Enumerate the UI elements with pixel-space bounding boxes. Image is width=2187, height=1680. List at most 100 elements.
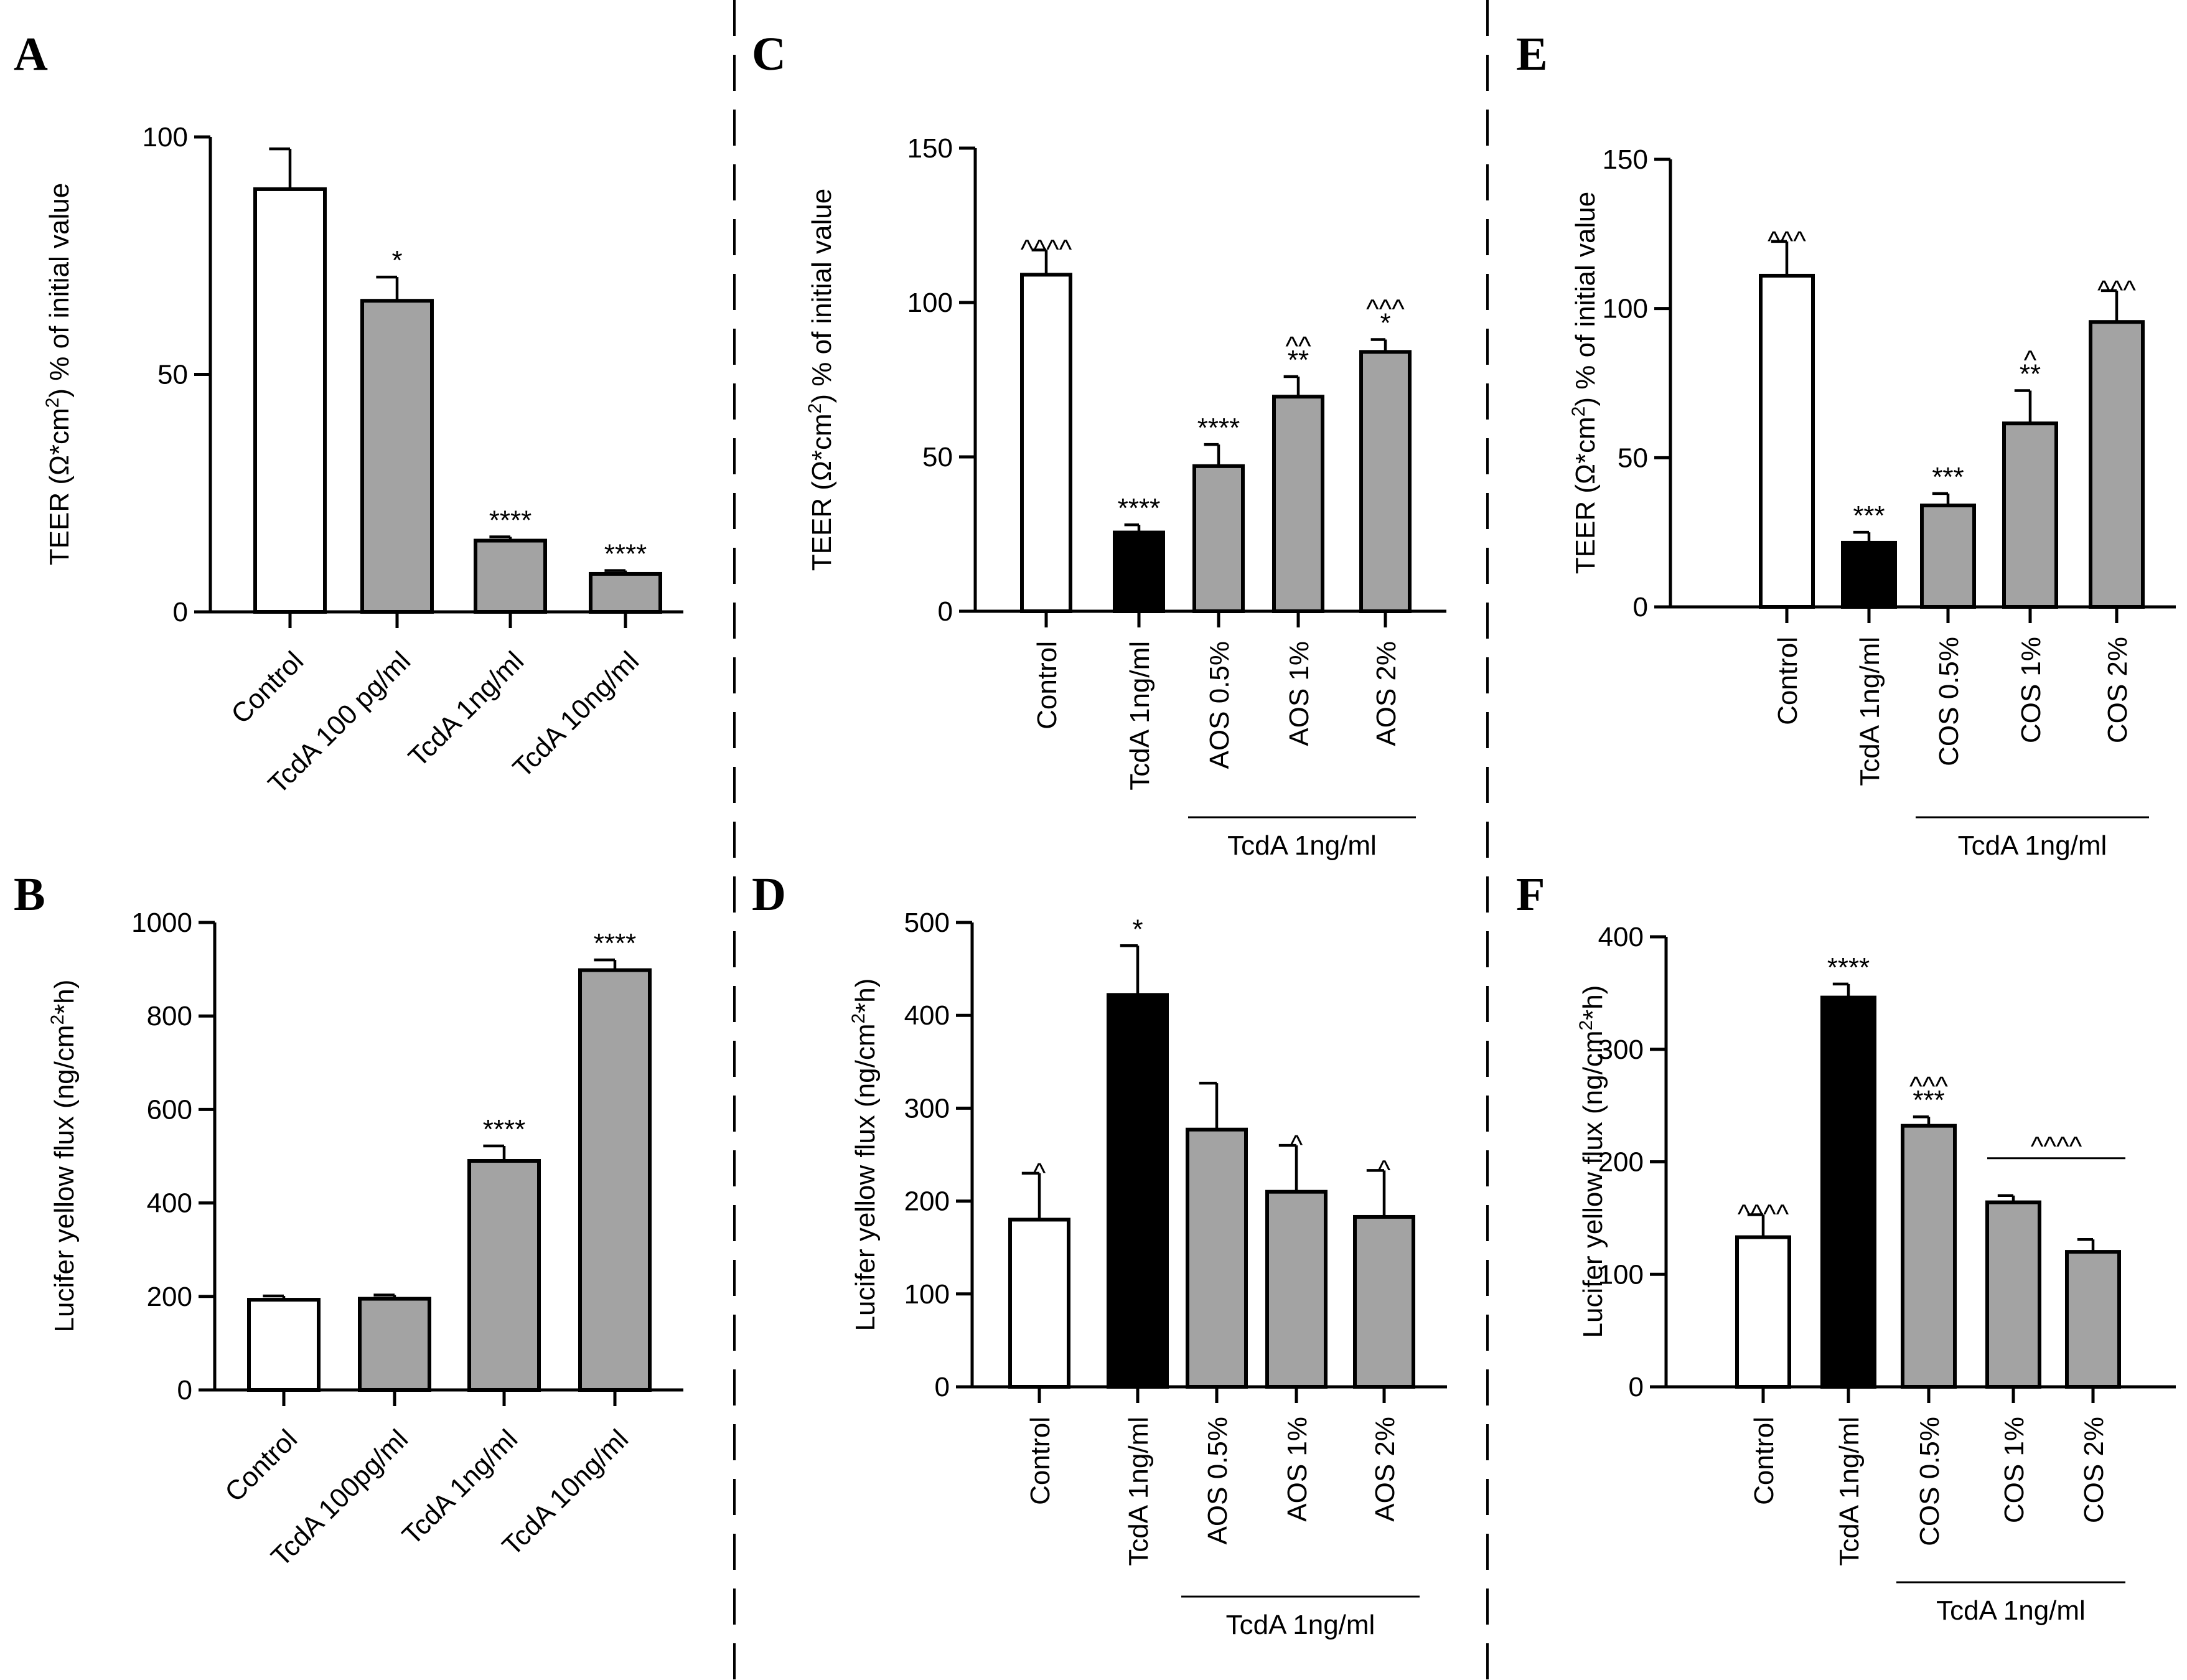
- y-axis-title-superscript: 2: [805, 403, 825, 414]
- y-tick-label: 400: [147, 1188, 192, 1219]
- significance-label: ^^^: [1909, 1071, 1948, 1102]
- y-tick-label: 0: [938, 596, 953, 627]
- significance-label: ^^^: [1366, 294, 1405, 325]
- bar: [1841, 540, 1897, 609]
- x-tick-label: AOS 1%: [1282, 1417, 1313, 1522]
- significance-label: ^^^^: [1021, 235, 1072, 265]
- x-tick-label: TcdA 1ng/ml: [1834, 1417, 1865, 1566]
- x-tick-label: TcdA 1ng/ml: [1125, 641, 1155, 791]
- significance-label: ****: [483, 1114, 526, 1145]
- significance-label: ^^^: [1768, 226, 1806, 256]
- bar: [1107, 993, 1169, 1389]
- y-axis-title-part: Lucifer yellow flux (ng/cm: [850, 1023, 881, 1331]
- x-tick-label: AOS 1%: [1284, 641, 1314, 746]
- bar: [1020, 273, 1072, 613]
- significance-label: ****: [1197, 413, 1240, 443]
- x-tick-label: AOS 2%: [1370, 1417, 1400, 1522]
- x-tick-label: COS 0.5%: [1914, 1417, 1945, 1546]
- significance-label: ***: [1913, 1085, 1944, 1115]
- chart-panel-c: 0 50 100 150 Control ^^^^ TcdA 1ng/ml **** AOS 0…: [805, 133, 1446, 861]
- significance-label: ****: [1827, 952, 1870, 983]
- significance-label: **: [1288, 345, 1309, 375]
- y-tick-label: 400: [1598, 922, 1644, 952]
- y-axis-title-part: ) % of initial value: [1570, 192, 1601, 406]
- y-axis-title: Lucifer yellow flux (ng/cm2*h): [1576, 985, 1608, 1338]
- y-tick-label: 100: [1598, 1259, 1644, 1290]
- bar: [2002, 421, 2058, 609]
- y-tick-label: 0: [177, 1375, 192, 1405]
- significance-label: ****: [489, 505, 532, 535]
- y-axis-title-superscript: 2: [47, 1015, 68, 1025]
- x-tick-label: COS 1%: [2016, 637, 2046, 743]
- y-axis-title-superscript: 2: [42, 398, 63, 408]
- bar: [1735, 1235, 1791, 1389]
- bar: [1759, 273, 1815, 609]
- y-tick-label: 0: [173, 597, 188, 627]
- y-tick-label: 150: [1603, 144, 1648, 175]
- bar: [578, 968, 652, 1392]
- bar: [1353, 1214, 1415, 1389]
- y-tick-label: 200: [904, 1186, 950, 1217]
- y-tick-label: 100: [143, 122, 188, 153]
- chart-panel-d: 0 100 200 300 400 500 Control ^ TcdA 1ng/ml * AOS …: [848, 908, 1447, 1640]
- y-tick-label: 100: [907, 288, 953, 318]
- y-axis-title-part: Lucifer yellow flux (ng/cm: [1578, 1030, 1608, 1338]
- y-axis-title-part: TEER (Ω*cm: [1570, 416, 1601, 574]
- bar: [2089, 320, 2145, 609]
- y-axis-title-part: TEER (Ω*cm: [44, 408, 75, 565]
- x-tick-label: Control: [1749, 1417, 1779, 1505]
- bar: [247, 1298, 321, 1392]
- significance-label: ***: [1853, 500, 1885, 531]
- x-tick-label: COS 2%: [2079, 1417, 2109, 1523]
- x-tick-label: AOS 2%: [1371, 641, 1402, 746]
- significance-label: ^^^: [2097, 275, 2136, 306]
- panel-letter-b: B: [14, 868, 45, 921]
- bar: [474, 538, 547, 614]
- bar: [467, 1159, 541, 1392]
- significance-label: **: [2020, 359, 2041, 389]
- significance-label: *: [391, 245, 402, 276]
- y-axis-title: Lucifer yellow flux (ng/cm2*h): [848, 978, 881, 1331]
- y-axis-title-superscript: 2: [1576, 1020, 1596, 1031]
- y-tick-label: 500: [904, 908, 950, 938]
- panel-letter-d: D: [752, 868, 786, 921]
- bar: [589, 571, 662, 614]
- y-tick-label: 100: [1603, 294, 1648, 324]
- y-tick-label: 200: [147, 1282, 192, 1312]
- bar: [1985, 1200, 2041, 1389]
- x-tick-label: TcdA 1ng/ml: [1855, 637, 1885, 786]
- significance-label: ****: [594, 928, 637, 959]
- x-tick-label: Control: [1032, 641, 1062, 730]
- y-tick-label: 100: [904, 1279, 950, 1310]
- x-tick-label: COS 2%: [2102, 637, 2133, 743]
- y-axis-title-part: *h): [49, 980, 80, 1015]
- y-tick-label: 0: [935, 1372, 950, 1402]
- y-tick-label: 200: [1598, 1147, 1644, 1178]
- y-axis-title: Lucifer yellow flux (ng/cm2*h): [47, 980, 80, 1333]
- panel-letter-c: C: [752, 28, 786, 80]
- significance-label: *: [1380, 308, 1390, 339]
- y-axis-title-superscript: 2: [848, 1013, 869, 1024]
- significance-label: ****: [604, 539, 647, 570]
- y-tick-label: 50: [157, 360, 188, 390]
- bar: [1008, 1218, 1070, 1389]
- y-tick-label: 150: [907, 133, 953, 164]
- y-tick-label: 1000: [131, 908, 192, 938]
- bar: [1820, 995, 1876, 1389]
- y-axis-title-part: ) % of initial value: [807, 189, 837, 403]
- y-axis-title-part: TEER (Ω*cm: [807, 413, 837, 571]
- y-axis-title-part: Lucifer yellow flux (ng/cm: [49, 1025, 80, 1332]
- significance-label: ^^: [1285, 331, 1311, 362]
- bar: [2065, 1250, 2121, 1389]
- significance-label: ^: [1290, 1130, 1303, 1160]
- chart-panel-f: 0 100 200 300 400 Control ^^^^ TcdA 1ng/ml **** C…: [1576, 922, 2176, 1626]
- bar: [253, 187, 327, 614]
- y-tick-label: 0: [1629, 1372, 1644, 1402]
- significance-label: ^: [2024, 345, 2037, 375]
- y-tick-label: 400: [904, 1000, 950, 1031]
- panel-letter-f: F: [1516, 868, 1545, 921]
- bar: [1920, 504, 1976, 609]
- y-axis-title-superscript: 2: [1568, 406, 1589, 417]
- significance-label: ^: [1033, 1158, 1046, 1188]
- bar: [1272, 395, 1324, 614]
